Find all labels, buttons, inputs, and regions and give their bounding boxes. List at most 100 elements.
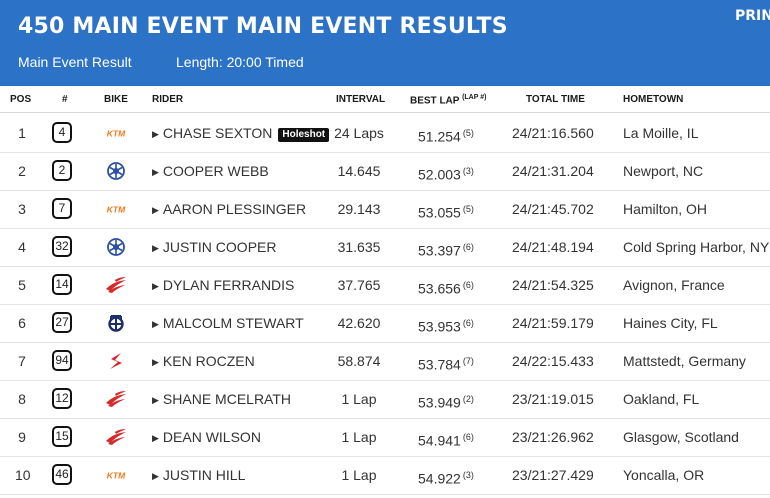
rider-name[interactable]: AARON PLESSINGER [162, 201, 307, 217]
best-lap-number: (6) [462, 318, 474, 328]
rider-cell[interactable]: ▶ COOPER WEBB [152, 152, 269, 190]
expand-arrow-icon[interactable]: ▶ [152, 433, 159, 443]
best-lap-number: (2) [462, 394, 474, 404]
col-header-total-time: TOTAL TIME [526, 94, 585, 105]
best-lap-number: (7) [462, 356, 474, 366]
rider-name[interactable]: MALCOLM STEWART [162, 315, 304, 331]
best-lap-number: (5) [462, 128, 474, 138]
rider-cell[interactable]: ▶ AARON PLESSINGER [152, 190, 306, 228]
table-row: 4 32 ▶ JUSTIN COOPER 31.635 53.397 (6) 24/21:4… [0, 228, 770, 267]
hometown-cell: Avignon, France [623, 277, 725, 293]
holeshot-badge: Holeshot [278, 128, 330, 142]
rider-name[interactable]: KEN ROCZEN [162, 353, 255, 369]
rider-name[interactable]: SHANE MCELRATH [162, 391, 292, 407]
col-header-interval: INTERVAL [336, 94, 386, 105]
interval-cell: 29.143 [337, 201, 381, 217]
rider-cell[interactable]: ▶ JUSTIN COOPER [152, 228, 277, 266]
page-title: 450 MAIN EVENT MAIN EVENT RESULTS [18, 14, 508, 39]
position-cell: 5 [18, 277, 26, 293]
rider-name[interactable]: DEAN WILSON [162, 429, 261, 445]
rider-number-badge: 4 [52, 122, 72, 143]
best-lap-time: 53.656 [418, 280, 461, 297]
col-header-hometown: HOMETOWN [623, 94, 684, 105]
table-row: 9 15 ▶ DEAN WILSON 1 Lap 54.941 (6) 23/21:26.9… [0, 418, 770, 457]
best-lap-time: 54.941 [418, 432, 461, 449]
rider-number-badge: 14 [52, 274, 72, 295]
table-row: 1 4 KTM ▶ CHASE SEXTON Holeshot 24 Laps 51.25… [0, 114, 770, 153]
best-lap-number: (6) [462, 432, 474, 442]
hometown-cell: Hamilton, OH [623, 201, 708, 217]
best-lap-cell: 52.003 (3) [418, 152, 474, 190]
expand-arrow-icon[interactable]: ▶ [152, 471, 159, 481]
col-header-rider: RIDER [152, 94, 184, 105]
expand-arrow-icon[interactable]: ▶ [152, 243, 159, 253]
ktm-logo: KTM [103, 465, 129, 485]
rider-name[interactable]: COOPER WEBB [162, 163, 269, 179]
expand-arrow-icon[interactable]: ▶ [152, 129, 159, 139]
best-lap-cell: 54.941 (6) [418, 418, 474, 456]
rider-cell[interactable]: ▶ DEAN WILSON [152, 418, 261, 456]
total-time-cell: 23/21:19.015 [512, 391, 594, 407]
rider-number-badge: 12 [52, 388, 72, 409]
best-lap-time: 53.949 [418, 394, 461, 411]
svg-text:KTM: KTM [107, 471, 126, 481]
expand-arrow-icon[interactable]: ▶ [152, 395, 159, 405]
interval-cell: 24 Laps [334, 125, 384, 141]
rider-name[interactable]: CHASE SEXTON [162, 125, 273, 141]
best-lap-cell: 53.055 (5) [418, 190, 474, 228]
table-row: 7 94 ▶ KEN ROCZEN 58.874 53.784 (7) 24/22:15.4… [0, 342, 770, 381]
interval-cell: 31.635 [337, 239, 381, 255]
rider-number-badge: 7 [52, 198, 72, 219]
rider-cell[interactable]: ▶ DYLAN FERRANDIS [152, 266, 294, 304]
best-lap-cell: 53.784 (7) [418, 342, 474, 380]
interval-cell: 1 Lap [341, 391, 377, 407]
honda-logo [103, 389, 129, 409]
hometown-cell: Cold Spring Harbor, NY [623, 239, 770, 255]
expand-arrow-icon[interactable]: ▶ [152, 281, 159, 291]
best-lap-number: (3) [462, 470, 474, 480]
table-row: 8 12 ▶ SHANE MCELRATH 1 Lap 53.949 (2) 23/21:1… [0, 380, 770, 419]
yamaha-logo [103, 237, 129, 257]
col-header-pos: POS [10, 94, 32, 105]
position-cell: 3 [18, 201, 26, 217]
expand-arrow-icon[interactable]: ▶ [152, 205, 159, 215]
rider-cell[interactable]: ▶ KEN ROCZEN [152, 342, 255, 380]
best-lap-time: 54.922 [418, 470, 461, 487]
best-lap-time: 53.784 [418, 356, 461, 373]
rider-cell[interactable]: ▶ CHASE SEXTON Holeshot [152, 114, 330, 152]
rider-number-badge: 94 [52, 350, 72, 371]
rider-cell[interactable]: ▶ MALCOLM STEWART [152, 304, 304, 342]
table-row: 3 7 KTM ▶ AARON PLESSINGER 29.143 53.055 (5) 2… [0, 190, 770, 229]
best-lap-time: 53.953 [418, 318, 461, 335]
rider-number-badge: 2 [52, 160, 72, 181]
best-lap-number: (5) [462, 204, 474, 214]
svg-text:KTM: KTM [107, 205, 126, 215]
interval-cell: 58.874 [337, 353, 381, 369]
rider-cell[interactable]: ▶ SHANE MCELRATH [152, 380, 291, 418]
rider-number-badge: 15 [52, 426, 72, 447]
table-row: 10 46 KTM ▶ JUSTIN HILL 1 Lap 54.922 (3) 23/21… [0, 456, 770, 495]
best-lap-number: (3) [462, 166, 474, 176]
honda-logo [103, 427, 129, 447]
ktm-logo: KTM [103, 199, 129, 219]
best-lap-note: (LAP #) [462, 94, 487, 101]
rider-number-badge: 32 [52, 236, 72, 257]
header-divider [0, 112, 770, 113]
yamaha-logo [103, 161, 129, 181]
interval-cell: 14.645 [337, 163, 381, 179]
expand-arrow-icon[interactable]: ▶ [152, 167, 159, 177]
total-time-cell: 24/21:59.179 [512, 315, 594, 331]
rider-name[interactable]: JUSTIN HILL [162, 467, 246, 483]
print-button[interactable]: PRIN [735, 8, 770, 24]
expand-arrow-icon[interactable]: ▶ [152, 319, 159, 329]
rider-name[interactable]: DYLAN FERRANDIS [162, 277, 295, 293]
total-time-cell: 23/21:26.962 [512, 429, 594, 445]
best-lap-cell: 53.397 (6) [418, 228, 474, 266]
best-lap-time: 52.003 [418, 166, 461, 183]
honda-logo [103, 275, 129, 295]
rider-name[interactable]: JUSTIN COOPER [162, 239, 277, 255]
rider-cell[interactable]: ▶ JUSTIN HILL [152, 456, 245, 494]
best-lap-cell: 51.254 (5) [418, 114, 474, 152]
results-header: 450 MAIN EVENT MAIN EVENT RESULTS PRIN M… [0, 0, 770, 86]
expand-arrow-icon[interactable]: ▶ [152, 357, 159, 367]
